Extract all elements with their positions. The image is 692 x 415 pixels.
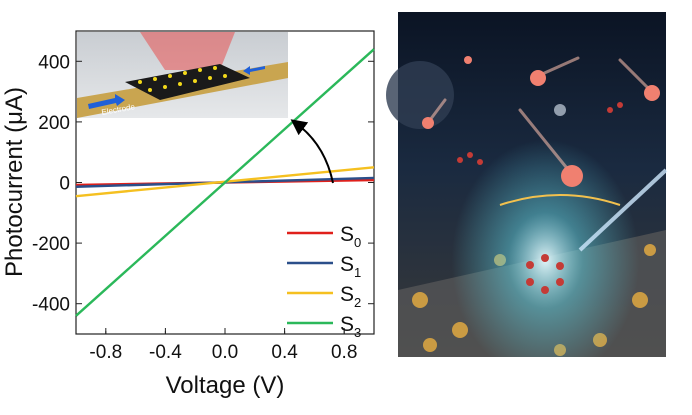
legend-label: S0 bbox=[340, 223, 361, 250]
y-tick-label: 400 bbox=[38, 52, 70, 73]
legend-label: S3 bbox=[340, 313, 361, 340]
legend-label: S2 bbox=[340, 283, 361, 310]
x-tick-label: 0.4 bbox=[271, 342, 298, 363]
legend-label: S1 bbox=[340, 253, 361, 280]
y-axis-label: Photocurrent (μA) bbox=[1, 87, 28, 277]
y-tick-label: 0 bbox=[59, 174, 70, 195]
y-tick-label: -200 bbox=[32, 234, 70, 255]
x-tick-label: 0.8 bbox=[331, 342, 357, 363]
x-tick-label: -0.4 bbox=[149, 342, 182, 363]
x-tick-label: -0.8 bbox=[89, 342, 122, 363]
y-tick-label: 200 bbox=[38, 113, 70, 134]
x-tick-label: 0.0 bbox=[212, 342, 238, 363]
series-line-S3 bbox=[75, 48, 375, 317]
y-tick-label: -400 bbox=[32, 295, 70, 316]
x-axis-label: Voltage (V) bbox=[166, 372, 285, 399]
trend-arrow bbox=[290, 119, 334, 184]
device-inset-image: Electrode bbox=[77, 32, 288, 118]
artistic-illustration bbox=[386, 12, 668, 357]
